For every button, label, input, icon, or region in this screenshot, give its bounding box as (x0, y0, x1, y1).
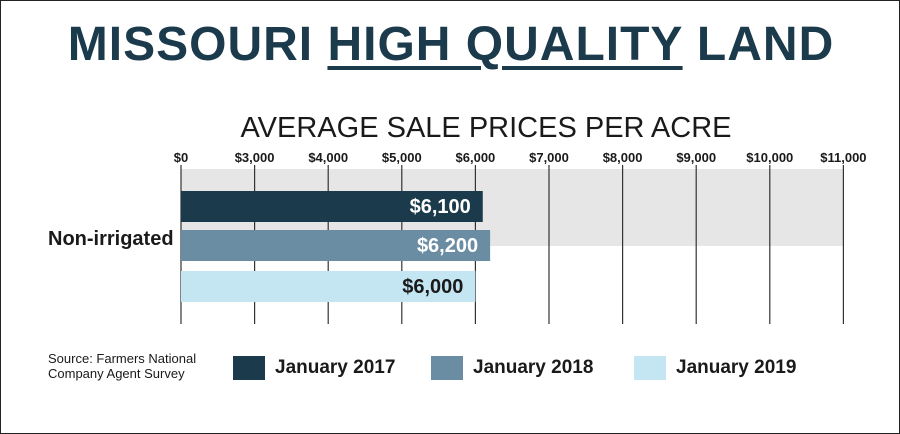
bar-value-label: $6,200 (417, 235, 478, 257)
x-tick-label: $0 (174, 150, 188, 165)
legend-swatch-2019 (634, 356, 666, 380)
x-tick-label: $9,000 (676, 150, 716, 165)
category-label: Non-irrigated (48, 228, 174, 250)
x-tick-label: $10,000 (746, 150, 793, 165)
source-line-1: Source: Farmers National (48, 351, 197, 366)
headline-part-land: LAND (682, 18, 835, 71)
x-tick-label: $4,000 (308, 150, 348, 165)
bar-january-2019 (181, 271, 476, 302)
legend-swatch-2018 (431, 356, 463, 380)
legend-label-2017: January 2017 (275, 357, 396, 378)
bar-january-2017 (181, 191, 483, 222)
bar-january-2018 (181, 230, 491, 261)
headline-part-quality: HIGH QUALITY (327, 18, 683, 71)
legend-label-2019: January 2019 (676, 357, 797, 378)
x-tick-label: $3,000 (235, 150, 275, 165)
bar-value-label: $6,000 (402, 276, 463, 298)
source-note: Source: Farmers National Company Agent S… (48, 351, 238, 381)
x-tick-label: $6,000 (456, 150, 496, 165)
legend-swatch-2017 (233, 356, 265, 380)
bar-value-label: $6,100 (410, 196, 471, 218)
headline-part-state: MISSOURI (67, 18, 328, 71)
x-tick-label: $7,000 (529, 150, 569, 165)
x-tick-label: $5,000 (382, 150, 422, 165)
x-tick-label: $8,000 (603, 150, 643, 165)
headline: MISSOURI HIGH QUALITY LAND (1, 17, 899, 73)
chart-title: AVERAGE SALE PRICES PER ACRE (240, 112, 732, 144)
source-line-2: Company Agent Survey (48, 366, 185, 381)
legend-label-2018: January 2018 (473, 357, 594, 378)
x-tick-label: $11,000 (820, 150, 866, 165)
